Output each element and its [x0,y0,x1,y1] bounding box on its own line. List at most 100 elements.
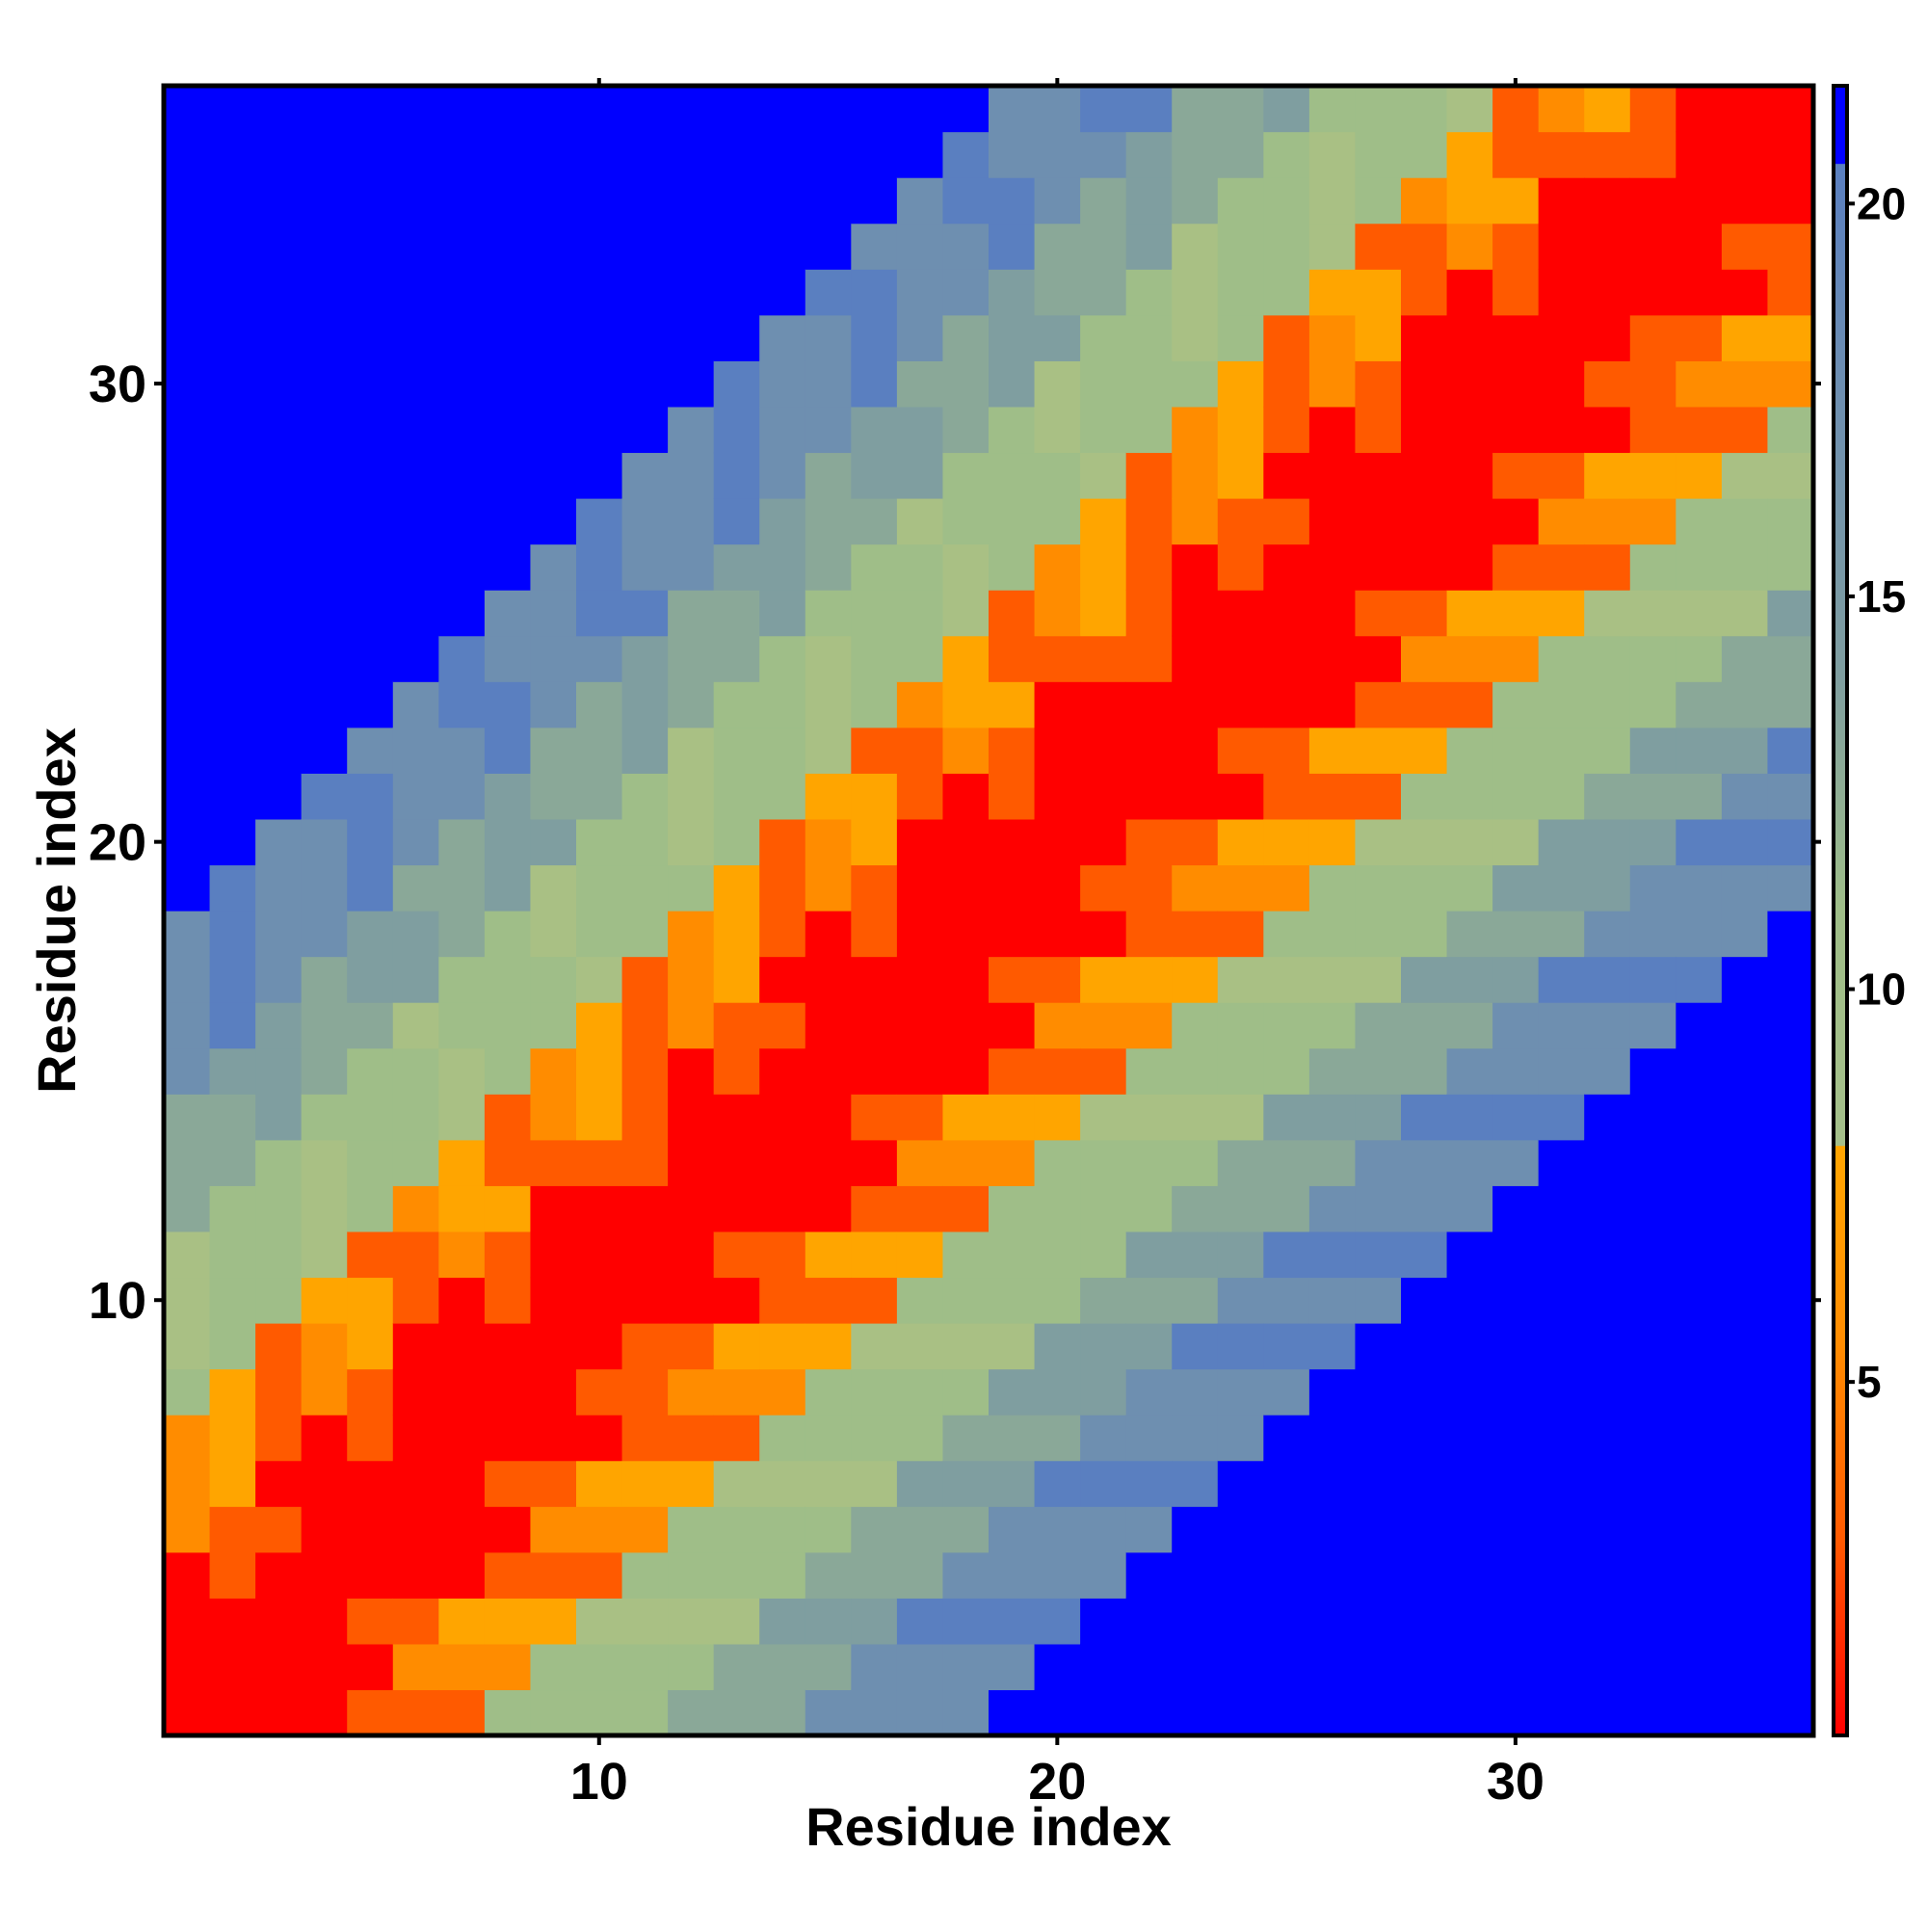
heatmap-cell [713,727,760,774]
heatmap-cell [1446,864,1493,912]
heatmap-cell [989,681,1036,728]
heatmap-cell [896,681,944,728]
x-tick-label: 10 [570,1753,628,1811]
heatmap-cell [942,1094,990,1141]
heatmap-cell [1492,1551,1540,1599]
heatmap-cell [347,911,394,958]
heatmap-cell [1538,360,1585,408]
heatmap-cell [576,635,623,682]
heatmap-cell [1034,864,1081,912]
heatmap-cell [209,360,256,408]
heatmap-cell [805,1231,852,1279]
heatmap-cell [1629,635,1676,682]
heatmap-cell [1629,177,1676,225]
heatmap-cell [989,498,1036,545]
heatmap-cell [347,223,394,270]
heatmap-cell [164,1139,211,1186]
heatmap-cell [1263,590,1310,637]
heatmap-cell [1401,1002,1448,1049]
heatmap-cell [989,1277,1036,1324]
heatmap-cell [851,1277,898,1324]
heatmap-cell [713,406,760,454]
heatmap-cell [576,681,623,728]
heatmap-cell [438,1368,486,1416]
heatmap-cell [713,1506,760,1553]
heatmap-cell [1263,681,1310,728]
heatmap-cell [1034,406,1081,454]
heatmap-cell [942,1689,990,1736]
heatmap-cells [164,86,1814,1736]
heatmap-cell [484,911,532,958]
heatmap-cell [1308,1139,1357,1186]
heatmap-cell [1308,1185,1357,1232]
heatmap-cell [896,86,944,133]
heatmap-cell [301,269,348,316]
heatmap-cell [1584,1094,1631,1141]
heatmap-cell [1217,590,1264,637]
heatmap-cell [1584,773,1631,820]
heatmap-cell [989,1368,1036,1416]
heatmap-cell [1217,406,1264,454]
heatmap-cell [209,590,256,637]
heatmap-cell [1629,1185,1676,1232]
heatmap-cell [164,773,211,820]
heatmap-cell [576,911,623,958]
heatmap-cell [1767,864,1814,912]
heatmap-cell [209,1323,256,1370]
heatmap-cell [530,1185,577,1232]
heatmap-cell [1492,1231,1540,1279]
heatmap-cell [1125,452,1173,499]
heatmap-cell [621,1460,669,1507]
heatmap-cell [989,452,1036,499]
heatmap-cell [347,1460,394,1507]
heatmap-cell [1172,1415,1219,1462]
heatmap-cell [438,1047,486,1095]
heatmap-cell [1492,360,1540,408]
heatmap-cell [209,1139,256,1186]
heatmap-cell [209,1277,256,1324]
heatmap-cell [805,681,852,728]
heatmap-cell [1355,498,1402,545]
heatmap-cell [1721,590,1769,637]
heatmap-cell [1217,223,1264,270]
heatmap-cell [851,727,898,774]
heatmap-cell [1401,727,1448,774]
heatmap-cell [530,223,577,270]
heatmap-cell [1401,956,1448,1003]
heatmap-cell [989,773,1036,820]
heatmap-cell [713,1598,760,1645]
heatmap-cell [438,590,486,637]
heatmap-cell [759,131,806,178]
heatmap-cell [1172,1598,1219,1645]
heatmap-cell [1308,86,1357,133]
heatmap-cell [484,635,532,682]
heatmap-cell [1172,452,1219,499]
heatmap-cell [989,269,1036,316]
heatmap-cell [1538,406,1585,454]
heatmap-cell [1538,681,1585,728]
heatmap-cell [255,1094,303,1141]
heatmap-cell [713,1460,760,1507]
heatmap-cell [530,177,577,225]
heatmap-cell [942,1185,990,1232]
heatmap-cell [301,1277,348,1324]
heatmap-cell [438,681,486,728]
heatmap-cell [255,452,303,499]
heatmap-cell [1676,314,1723,361]
heatmap-cell [668,1551,715,1599]
heatmap-cell [576,131,623,178]
heatmap-cell [759,1002,806,1049]
heatmap-cell [989,911,1036,958]
heatmap-cell [1401,86,1448,133]
heatmap-cell [896,269,944,316]
heatmap-cell [530,269,577,316]
heatmap-cell [209,1643,256,1691]
heatmap-cell [1080,1368,1127,1416]
heatmap-cell [1767,86,1814,133]
heatmap-cell [1446,1689,1493,1736]
heatmap-cell [989,360,1036,408]
heatmap-cell [621,1277,669,1324]
heatmap-cell [1034,86,1081,133]
heatmap-cell [1721,86,1769,133]
heatmap-cell [896,1185,944,1232]
